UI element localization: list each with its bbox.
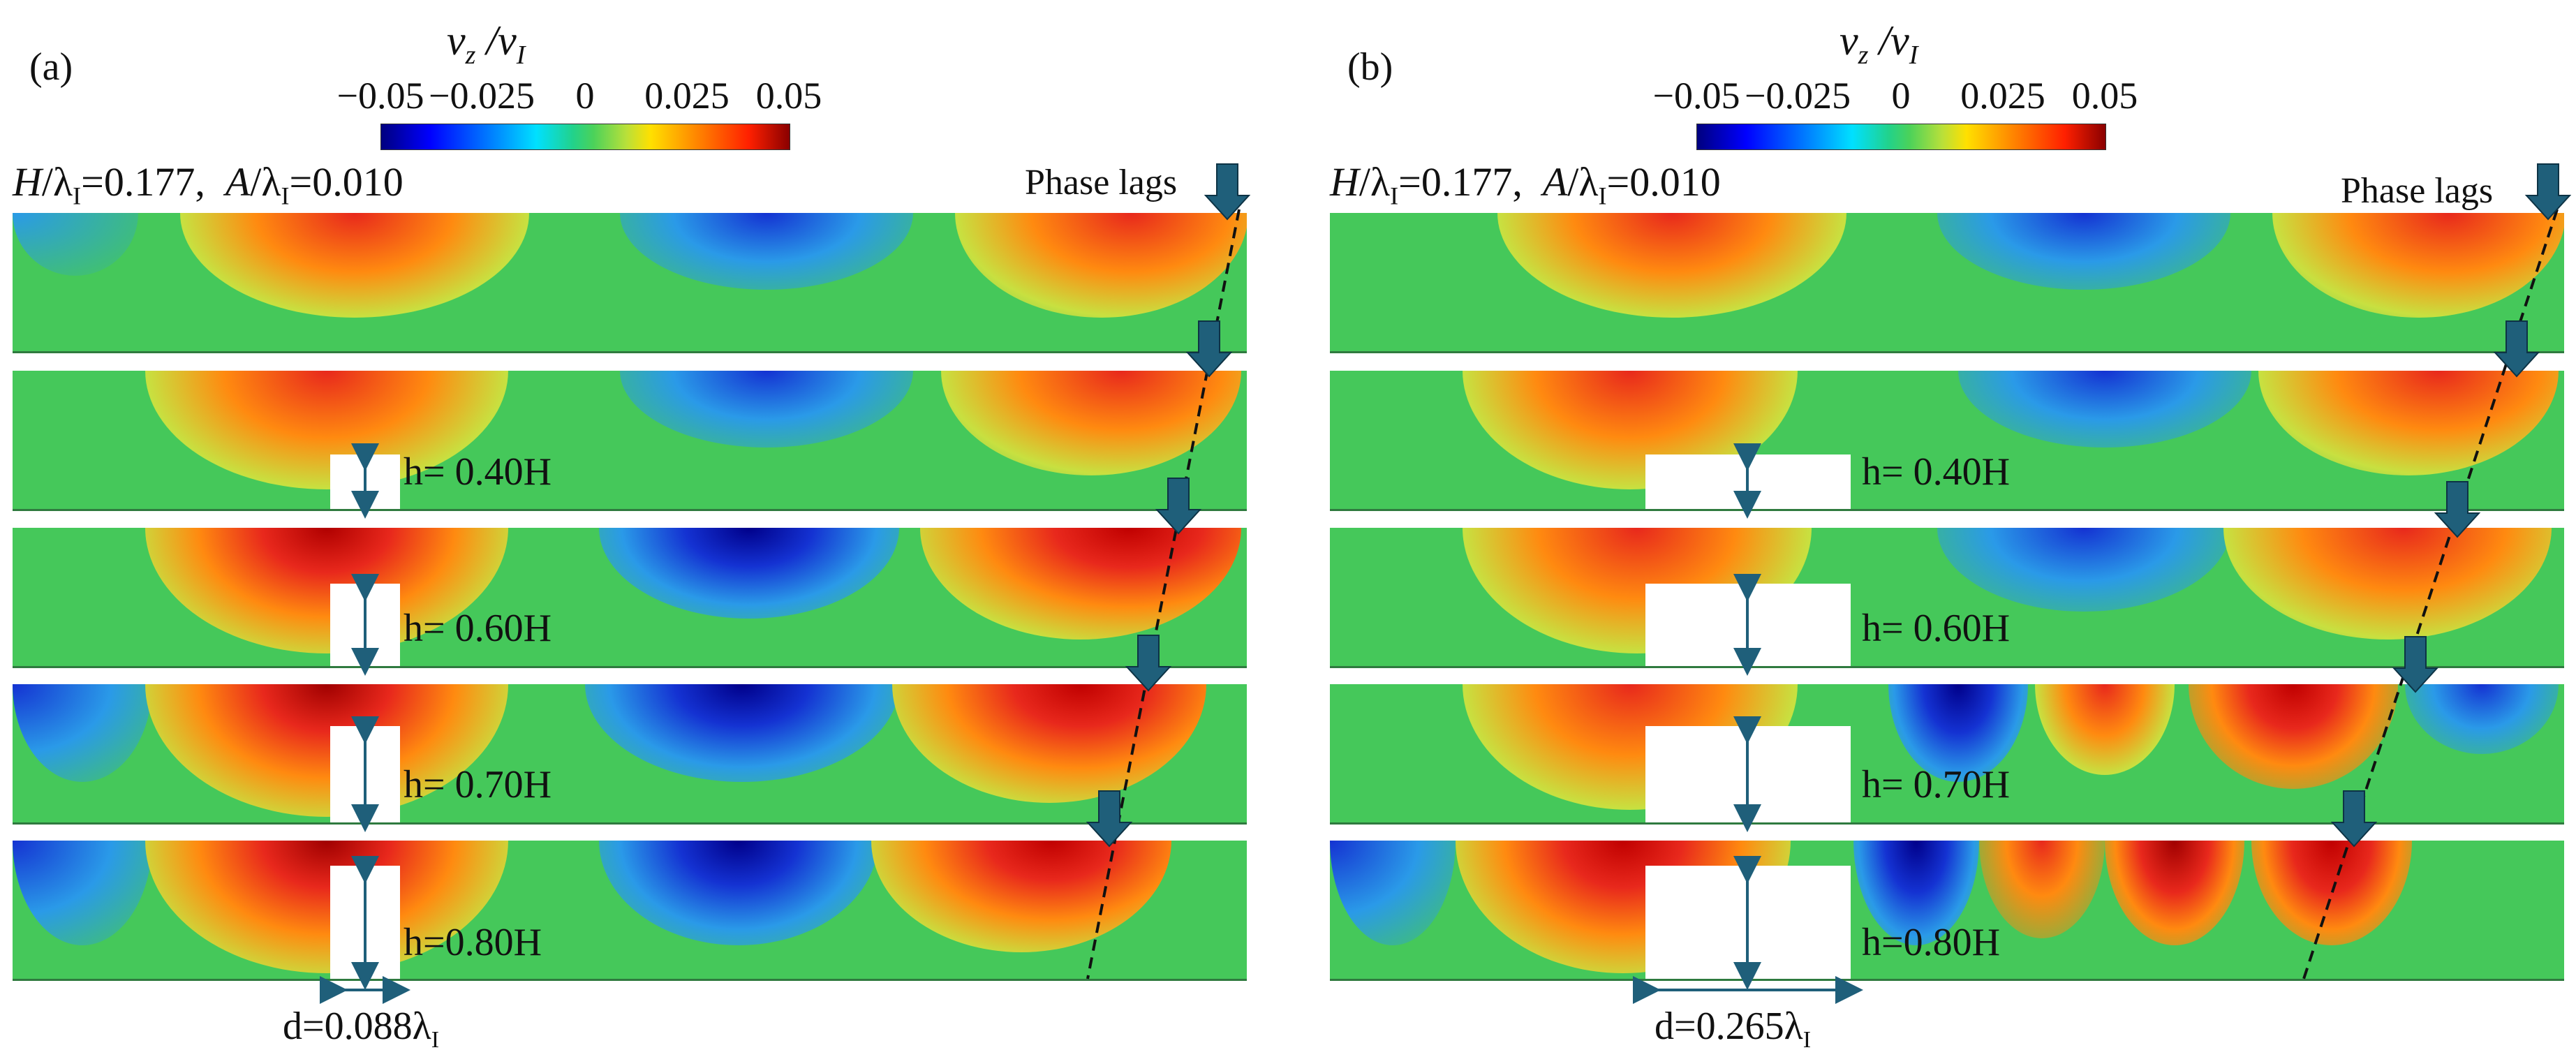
row-label: h= 0.40H (1862, 450, 2011, 494)
phase-arrow (1204, 163, 1251, 221)
colorbar (380, 124, 790, 150)
row-label: h= 0.60H (404, 607, 552, 650)
row-label: h=0.80H (404, 921, 542, 964)
colorbar-tick: −0.05 (336, 75, 424, 117)
phase-lags-label: Phase lags (2341, 171, 2494, 211)
phase-arrow (2524, 163, 2572, 221)
width-label: d=0.088λI (283, 1005, 440, 1054)
parameter-label: H/λI=0.177, A/λI=0.010 (1330, 159, 1721, 210)
colorbar-tick: −0.05 (1652, 75, 1740, 117)
phase-lags-label: Phase lags (1025, 163, 1178, 202)
obstacle (1645, 726, 1851, 822)
row-label: h= 0.70H (1862, 763, 2011, 806)
row-label: h= 0.70H (404, 763, 552, 806)
field-strip-h060 (13, 528, 1247, 668)
colorbar-tick: 0.05 (2071, 75, 2138, 117)
colorbar-tick: 0.025 (1960, 75, 2045, 117)
obstacle (1645, 866, 1851, 979)
row-label: h=0.80H (1862, 921, 2001, 964)
width-label: d=0.265λI (1655, 1005, 1812, 1054)
colorbar-tick: 0 (575, 75, 595, 117)
colorbar-tick: 0.025 (644, 75, 730, 117)
row-label: h= 0.40H (404, 450, 552, 494)
panel-label: (b) (1347, 45, 1393, 89)
obstacle (330, 454, 400, 509)
colorbar-title: vz /vI (1840, 17, 1918, 70)
colorbar-tick: −0.025 (429, 75, 535, 117)
panel-label: (a) (29, 45, 73, 89)
obstacle (1645, 454, 1851, 509)
colorbar-title: vz /vI (447, 17, 526, 70)
colorbar-tick: 0.05 (755, 75, 822, 117)
colorbar (1696, 124, 2106, 150)
field-strip-reference (1330, 213, 2564, 353)
obstacle (330, 866, 400, 979)
field-strip-h040 (13, 371, 1247, 511)
panel-a: (a) vz /vI −0.05 −0.025 0 0.025 0.05 H/λ… (13, 17, 1251, 1054)
colorbar-tick: 0 (1891, 75, 1911, 117)
field-strip-h070 (13, 684, 1247, 825)
obstacle (330, 726, 400, 822)
row-label: h= 0.60H (1862, 607, 2011, 650)
obstacle (330, 584, 400, 666)
field-strip-h080 (13, 841, 1247, 981)
obstacle (1645, 584, 1851, 666)
field-strip-reference (13, 213, 1247, 353)
colorbar-tick: −0.025 (1745, 75, 1851, 117)
panel-b: (b) vz /vI −0.05 −0.025 0 0.025 0.05 H/λ… (1288, 0, 2576, 1057)
parameter-label: H/λI=0.177, A/λI=0.010 (13, 159, 404, 210)
